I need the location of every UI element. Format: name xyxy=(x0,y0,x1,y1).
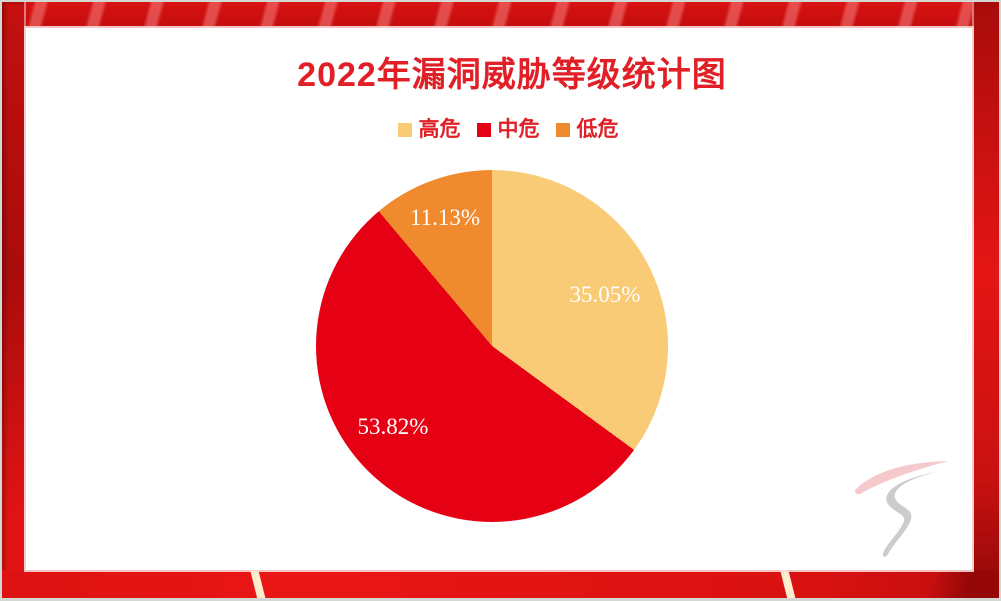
pie-chart xyxy=(316,170,668,522)
legend-label-high: 高危 xyxy=(418,118,461,141)
legend-item-high: 高危 xyxy=(397,118,461,141)
brush-stroke-pink xyxy=(854,461,948,495)
data-label-low: 11.13% xyxy=(409,205,481,230)
legend-item-low: 低危 xyxy=(555,118,619,141)
legend-label-low: 低危 xyxy=(576,118,619,141)
legend-item-medium: 中危 xyxy=(476,118,540,141)
data-label-high: 35.05% xyxy=(569,282,641,307)
chart-card: 2022年漏洞威胁等级统计图 高危 中危 低危 35.05% 53.82% 11… xyxy=(26,28,972,570)
data-label-medium: 53.82% xyxy=(357,414,429,439)
ribbon-streak xyxy=(778,570,798,598)
frame-bottom-ribbon xyxy=(2,570,999,598)
legend-swatch-high xyxy=(397,123,412,137)
frame-top-ribbon xyxy=(2,2,999,28)
legend-swatch-medium xyxy=(476,123,491,137)
frame-right-edge xyxy=(972,2,999,598)
chart-title: 2022年漏洞威胁等级统计图 xyxy=(297,56,727,94)
ribbon-corner-fold xyxy=(921,570,999,598)
chart-legend: 高危 中危 低危 xyxy=(26,119,972,141)
legend-label-medium: 中危 xyxy=(497,118,540,141)
ribbon-streak xyxy=(248,570,268,598)
legend-swatch-low xyxy=(555,123,570,137)
brush-logo-watermark xyxy=(854,461,948,557)
brush-stroke-gray xyxy=(882,472,937,557)
frame-left-edge xyxy=(2,2,26,598)
